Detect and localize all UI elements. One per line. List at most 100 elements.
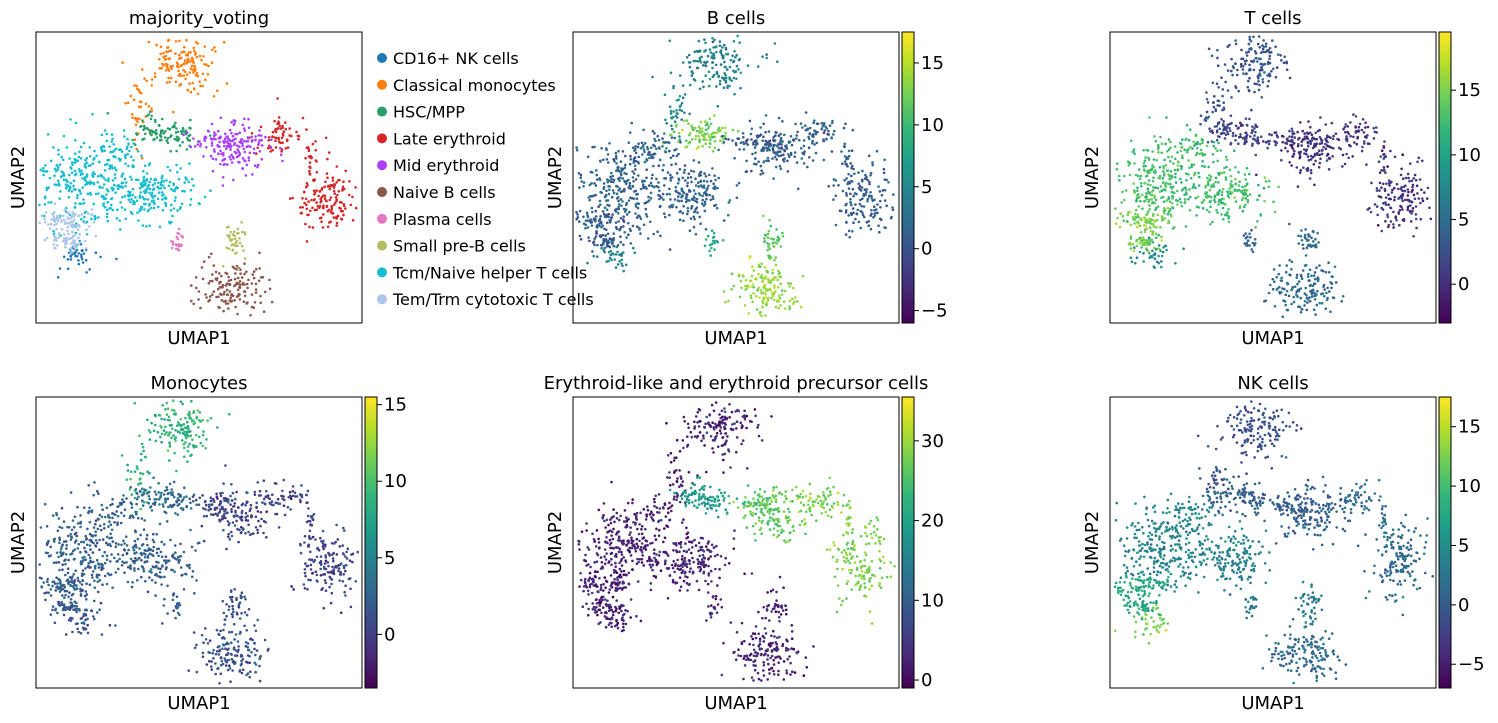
data-point	[1375, 189, 1379, 192]
data-point	[53, 223, 56, 227]
data-point	[1330, 286, 1333, 290]
data-point	[675, 190, 678, 193]
data-point	[228, 299, 232, 302]
data-point	[727, 299, 730, 303]
data-point	[1393, 198, 1396, 202]
data-point	[608, 221, 612, 224]
data-point	[230, 299, 234, 303]
data-point	[110, 140, 114, 143]
data-point	[241, 157, 245, 160]
data-point	[183, 446, 186, 450]
data-point	[1219, 149, 1222, 152]
data-point	[686, 198, 689, 202]
data-point	[71, 236, 74, 239]
data-point	[628, 181, 632, 185]
data-point	[164, 54, 168, 58]
data-point	[1303, 233, 1307, 237]
data-point	[1126, 213, 1130, 216]
data-point	[1312, 282, 1316, 286]
data-point	[744, 288, 747, 291]
data-point	[151, 184, 155, 187]
data-point	[1302, 247, 1305, 250]
data-point	[256, 165, 259, 169]
data-point	[42, 173, 45, 177]
data-point	[254, 152, 258, 155]
data-point	[649, 196, 653, 200]
data-point	[1293, 149, 1296, 153]
data-point	[749, 255, 752, 258]
data-point	[773, 42, 777, 45]
data-point	[711, 66, 714, 70]
data-point	[735, 64, 739, 68]
data-point	[779, 154, 783, 157]
data-point	[828, 124, 832, 127]
data-point	[1306, 301, 1309, 304]
data-point	[247, 278, 250, 282]
data-point	[147, 105, 151, 108]
data-point	[871, 163, 874, 167]
data-point	[1314, 237, 1317, 241]
data-point	[1192, 140, 1195, 144]
data-point	[1388, 184, 1391, 187]
data-point	[150, 114, 153, 118]
data-point	[718, 40, 722, 43]
data-point	[601, 234, 605, 237]
data-point	[680, 101, 684, 105]
data-point	[249, 314, 252, 317]
data-point	[123, 208, 127, 211]
data-point	[1212, 140, 1216, 144]
data-point	[808, 126, 812, 130]
data-point	[851, 207, 855, 210]
data-point	[645, 145, 649, 149]
data-point	[847, 180, 850, 184]
data-point	[827, 185, 830, 188]
data-point	[1123, 174, 1126, 178]
data-point	[618, 253, 621, 257]
data-point	[201, 277, 205, 281]
data-point	[1377, 160, 1381, 163]
data-point	[587, 196, 590, 199]
data-point	[703, 209, 707, 213]
data-point	[1300, 229, 1303, 232]
data-point	[780, 146, 783, 149]
data-point	[608, 185, 612, 188]
data-point	[697, 181, 700, 184]
data-point	[606, 221, 609, 225]
data-point	[204, 136, 208, 139]
data-point	[854, 203, 857, 206]
data-point	[1310, 274, 1313, 278]
data-point	[209, 279, 212, 283]
data-point	[208, 295, 212, 298]
data-point	[844, 233, 848, 236]
data-point	[111, 189, 114, 192]
data-point	[1287, 294, 1291, 298]
data-point	[813, 119, 816, 122]
data-point	[339, 209, 343, 213]
data-point	[779, 245, 783, 248]
data-point	[1364, 135, 1367, 138]
data-point	[1299, 235, 1303, 238]
data-point	[1389, 197, 1392, 201]
data-point	[606, 180, 610, 184]
data-point	[188, 126, 191, 130]
data-point	[1216, 159, 1219, 163]
data-point	[282, 130, 286, 133]
data-point	[219, 162, 222, 166]
data-point	[103, 206, 107, 209]
data-point	[1384, 171, 1387, 174]
data-point	[245, 302, 248, 305]
data-point	[1151, 233, 1155, 236]
data-point	[711, 75, 715, 79]
data-point	[595, 224, 599, 228]
data-point	[80, 202, 83, 206]
data-point	[216, 287, 220, 291]
data-point	[325, 204, 329, 208]
data-point	[1169, 170, 1173, 173]
data-point	[624, 263, 628, 267]
data-point	[614, 221, 618, 224]
data-point	[1384, 196, 1388, 199]
data-point	[1220, 213, 1223, 216]
data-point	[632, 180, 635, 183]
data-point	[716, 186, 719, 190]
data-point	[744, 278, 748, 282]
